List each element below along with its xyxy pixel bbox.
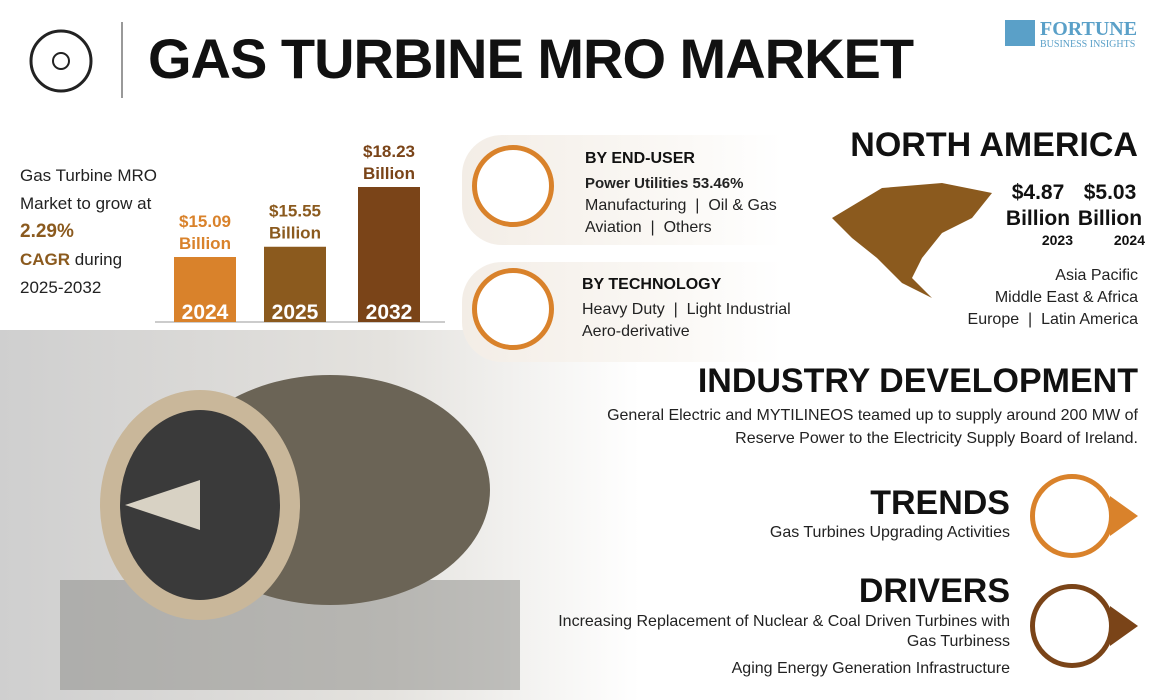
value-label: $15.55 Billion xyxy=(269,202,321,243)
region: Middle East & Africa xyxy=(994,289,1138,306)
icon-circle xyxy=(1030,474,1114,558)
section-text: Gas Turbines Upgrading Activities xyxy=(769,524,1010,541)
section-title: TRENDS xyxy=(870,484,1010,522)
segment-line: Power Utilities 53.46% xyxy=(585,175,744,192)
logo-mark xyxy=(1005,20,1035,46)
icon-circle xyxy=(472,145,554,227)
region: Europe | Latin America xyxy=(967,311,1138,328)
region-title: NORTH AMERICA xyxy=(850,126,1138,164)
north-america-map xyxy=(832,183,992,298)
category-label: 2024 xyxy=(182,301,229,324)
bar xyxy=(264,246,326,322)
region-list: Asia Pacific Middle East & Africa Europe… xyxy=(968,265,1138,331)
bar xyxy=(174,257,236,322)
section-text: General Electric and MYTILINEOS teamed u… xyxy=(607,407,1138,447)
category-label: 2025 xyxy=(272,301,319,324)
region-year: 2023 xyxy=(1041,232,1073,248)
category-label: 2032 xyxy=(366,301,413,324)
segment-title: BY END-USER xyxy=(585,150,695,167)
bar-chart: 2024 $15.09 Billion 2025 $15.55 Billion 2032 $1… xyxy=(155,142,445,324)
segment-title: BY TECHNOLOGY xyxy=(582,276,722,293)
during: during xyxy=(74,250,123,269)
value-label: $15.09 Billion xyxy=(179,212,231,253)
period: 2025-2032 xyxy=(20,278,102,297)
section-text: Increasing Replacement of Nuclear & Coal… xyxy=(558,613,1010,650)
growth-text: Gas Turbine MRO Market to grow at 2.29% … xyxy=(20,162,170,302)
bar xyxy=(358,187,420,322)
arrow xyxy=(1110,496,1138,536)
region-year: 2024 xyxy=(1113,232,1145,248)
segment-line: Aero-derivative xyxy=(582,323,690,340)
engine-illustration xyxy=(60,375,520,690)
segment-lines: Power Utilities 53.46% Manufacturing | O… xyxy=(585,173,777,239)
section-text: Aging Energy Generation Infrastructure xyxy=(731,660,1010,677)
value-label: $18.23 Billion xyxy=(363,142,415,183)
region-value: $4.87 Billion xyxy=(1005,181,1071,230)
arrow xyxy=(1110,606,1138,646)
region-figure: $5.03 Billion 2024 xyxy=(1075,180,1145,248)
engine-photo xyxy=(0,330,640,700)
title: GAS TURBINE MRO MARKET xyxy=(148,27,914,90)
segment-lines: Heavy Duty | Light Industrial Aero-deriv… xyxy=(582,299,791,343)
cagr: CAGR xyxy=(20,250,71,269)
turbine-icon xyxy=(29,29,93,93)
growth-intro: Gas Turbine MRO Market to grow at xyxy=(20,166,157,213)
icon-circle xyxy=(472,268,554,350)
region: Asia Pacific xyxy=(1055,267,1138,284)
segment-line: Aviation | Others xyxy=(585,219,712,236)
region-figure: $4.87 Billion 2023 xyxy=(1003,180,1073,248)
logo-text: FORTUNE xyxy=(1040,18,1138,40)
section-title: INDUSTRY DEVELOPMENT xyxy=(697,362,1138,400)
segment-line: Manufacturing | Oil & Gas xyxy=(585,197,777,214)
growth-rate: 2.29% xyxy=(20,221,74,242)
segment-line: Heavy Duty | Light Industrial xyxy=(582,301,791,318)
section-title: DRIVERS xyxy=(858,572,1010,610)
logo-subtext: BUSINESS INSIGHTS xyxy=(1040,39,1136,50)
region-value: $5.03 Billion xyxy=(1077,181,1143,230)
divider xyxy=(121,22,123,98)
icon-circle xyxy=(1030,584,1114,668)
